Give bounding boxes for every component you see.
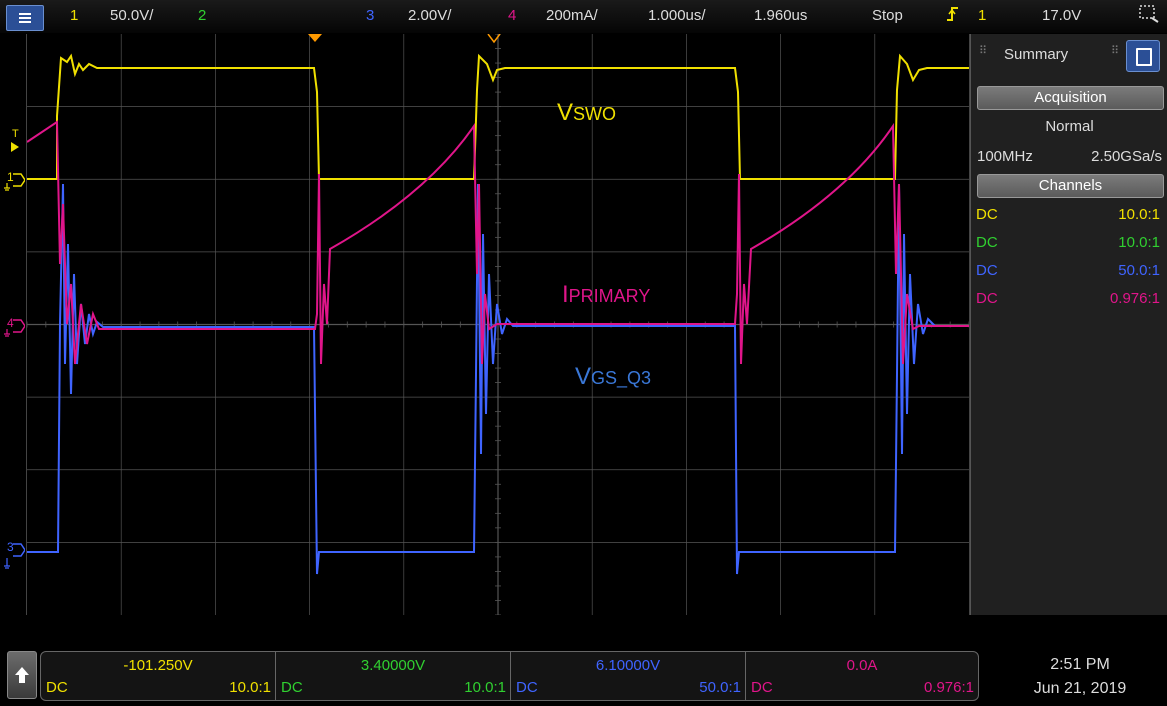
clock-date: Jun 21, 2019 <box>1033 680 1127 697</box>
ch4-readout[interactable]: 0.0A DC 0.976:1 <box>745 651 979 701</box>
iprimary-label: IPRIMARY <box>562 281 650 308</box>
channel-row-4[interactable]: DC 0.976:1 <box>976 290 1160 307</box>
ch3-scale[interactable]: 2.00V/ <box>408 7 452 24</box>
ch1-scale[interactable]: 50.0V/ <box>110 7 154 24</box>
trigger-edge-icon[interactable] <box>946 5 960 27</box>
bandwidth: 100MHz <box>977 148 1033 165</box>
summary-title: Summary <box>1004 46 1069 63</box>
bottom-channel-bar: -101.250V DC 10.0:1 3.40000V DC 10.0:1 6… <box>0 615 1167 706</box>
ch3-number[interactable]: 3 <box>366 7 375 24</box>
waveform-display[interactable]: VSWO IPRIMARY VGS_Q3 <box>26 34 970 615</box>
acquisition-rates: 100MHz 2.50GSa/s <box>971 146 1167 168</box>
time-reference-marker <box>487 34 501 44</box>
timebase-scale[interactable]: 1.000us/ <box>648 7 706 24</box>
acquisition-header[interactable]: Acquisition <box>977 86 1164 110</box>
sample-rate: 2.50GSa/s <box>1091 148 1162 165</box>
trigger-level[interactable]: 17.0V <box>1042 7 1082 24</box>
ch4-trace <box>27 120 969 365</box>
ch2-number[interactable]: 2 <box>198 7 207 24</box>
ch1-ground-marker[interactable]: 1 <box>3 170 25 192</box>
channel-row-2[interactable]: DC 10.0:1 <box>976 234 1160 251</box>
ch2-readout[interactable]: 3.40000V DC 10.0:1 <box>275 651 511 701</box>
trigger-position-marker <box>308 34 322 42</box>
ch3-ground-marker[interactable]: 3 <box>3 540 25 574</box>
ch1-trace <box>27 53 969 180</box>
ch4-ground-marker[interactable]: 4 <box>3 316 25 338</box>
ch3-readout[interactable]: 6.10000V DC 50.0:1 <box>510 651 746 701</box>
summary-menu-icon[interactable] <box>1126 40 1160 72</box>
menu-icon[interactable] <box>6 5 44 31</box>
vswo-label: VSWO <box>557 99 616 126</box>
channel-row-3[interactable]: DC 50.0:1 <box>976 262 1160 279</box>
ch1-readout[interactable]: -101.250V DC 10.0:1 <box>40 651 276 701</box>
summary-header: ⠿ Summary ⠿ <box>971 34 1167 76</box>
acquisition-mode: Normal <box>1045 118 1094 135</box>
waveform-graticule[interactable]: VSWO IPRIMARY VGS_Q3 <box>27 34 969 615</box>
summary-panel: ⠿ Summary ⠿ Acquisition Normal 100MHz 2.… <box>970 34 1167 615</box>
trigger-level-marker: T <box>4 128 24 158</box>
vgs-label: VGS_Q3 <box>575 363 651 390</box>
zoom-box-icon[interactable] <box>1138 4 1160 28</box>
channel-row-1[interactable]: DC 10.0:1 <box>976 206 1160 223</box>
channels-header[interactable]: Channels <box>977 174 1164 198</box>
clock: 2:51 PM Jun 21, 2019 <box>1020 653 1140 701</box>
top-status-bar: 1 50.0V/ 2 3 2.00V/ 4 200mA/ 1.000us/ 1.… <box>0 0 1167 33</box>
clock-time: 2:51 PM <box>1050 656 1110 673</box>
up-arrow-icon[interactable] <box>7 651 37 699</box>
drag-handle-icon[interactable]: ⠿ <box>1111 45 1119 57</box>
trigger-source[interactable]: 1 <box>978 7 987 24</box>
ch1-number[interactable]: 1 <box>70 7 79 24</box>
drag-handle-icon[interactable]: ⠿ <box>979 45 987 57</box>
run-state[interactable]: Stop <box>872 7 903 24</box>
ch4-scale[interactable]: 200mA/ <box>546 7 598 24</box>
horizontal-delay[interactable]: 1.960us <box>754 7 808 24</box>
ch4-number[interactable]: 4 <box>508 7 517 24</box>
